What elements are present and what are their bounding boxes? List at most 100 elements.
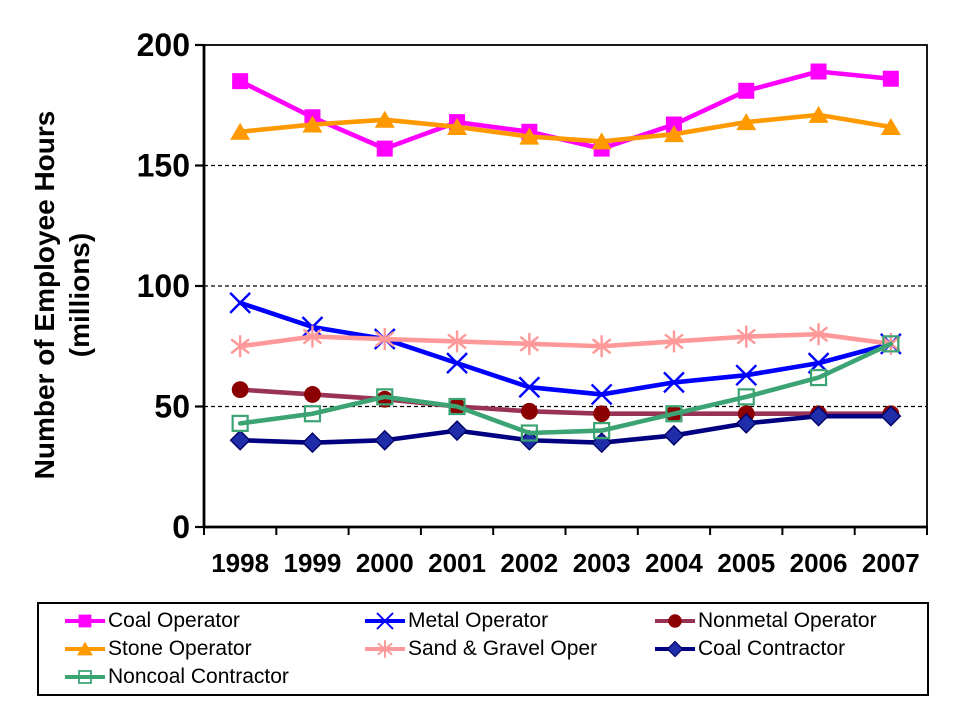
square-open-marker bbox=[809, 368, 828, 387]
legend-item-metal-operator: Metal Operator bbox=[364, 607, 548, 635]
x-marker bbox=[376, 612, 394, 630]
square-open-marker bbox=[882, 335, 900, 353]
diamond-marker bbox=[374, 429, 396, 451]
legend-key-stone-operator bbox=[65, 641, 105, 656]
x-marker bbox=[229, 292, 251, 314]
gridlines bbox=[204, 164, 927, 408]
x-tick-label: 1998 bbox=[211, 548, 269, 578]
square-marker bbox=[810, 63, 827, 80]
legend-label: Noncoal Contractor bbox=[108, 665, 289, 688]
triangle-marker bbox=[230, 122, 251, 140]
legend-item-sand-gravel-oper: Sand & Gravel Oper bbox=[364, 635, 597, 663]
series-coal-contractor bbox=[229, 405, 902, 454]
x-tick-label: 2004 bbox=[645, 548, 703, 578]
square-open-marker bbox=[737, 388, 755, 406]
x-tick-label: 2006 bbox=[790, 548, 848, 578]
triangle-marker bbox=[880, 117, 901, 135]
series-line bbox=[237, 413, 894, 445]
star-marker bbox=[736, 325, 756, 348]
circle-marker bbox=[520, 402, 538, 420]
legend-label: Sand & Gravel Oper bbox=[408, 637, 598, 660]
triangle-marker bbox=[591, 132, 612, 150]
y-tick-label: 200 bbox=[137, 27, 190, 63]
circle-marker bbox=[593, 405, 611, 423]
legend-key-coal-contractor bbox=[655, 640, 695, 658]
square-open-marker bbox=[376, 388, 394, 406]
x-tick-label: 1999 bbox=[284, 548, 342, 578]
diamond-marker bbox=[808, 405, 830, 427]
series-line bbox=[237, 331, 894, 349]
square-open-marker bbox=[520, 424, 538, 442]
triangle-marker bbox=[808, 105, 829, 123]
legend-key-metal-operator bbox=[365, 612, 405, 630]
axes: 0 50 100 150 200 1998 1999 2000 2001 2002 2003 2004… bbox=[137, 27, 928, 578]
x-tick-label: 2007 bbox=[862, 548, 920, 578]
legend-label: Coal Operator bbox=[108, 609, 240, 632]
legend-item-nonmetal-operator: Nonmetal Operator bbox=[654, 607, 877, 635]
legend-key-sand-gravel-oper bbox=[365, 640, 405, 658]
legend-label: Coal Contractor bbox=[698, 637, 846, 660]
x-marker bbox=[518, 376, 541, 399]
series-line bbox=[237, 112, 894, 144]
legend-item-noncoal-contractor: Noncoal Contractor bbox=[64, 663, 289, 691]
y-axis-title-line1: Number of Employee Hours bbox=[29, 110, 60, 480]
y-tick-label: 0 bbox=[172, 509, 190, 545]
triangle-marker bbox=[374, 110, 395, 128]
square-open-marker bbox=[231, 414, 249, 432]
y-tick-label: 100 bbox=[137, 268, 190, 304]
y-tick-label: 50 bbox=[154, 389, 190, 425]
x-tick-label: 2005 bbox=[717, 548, 775, 578]
chart-legend: Coal Operator Metal Operator Nonmetal Oper… bbox=[37, 602, 929, 696]
triangle-marker bbox=[302, 115, 323, 133]
series-stone-operator bbox=[230, 105, 901, 150]
x-marker bbox=[735, 364, 758, 387]
y-axis-title: Number of Employee Hours (millions) bbox=[27, 55, 97, 535]
series-line bbox=[237, 387, 894, 417]
square-marker bbox=[882, 70, 899, 87]
legend-item-coal-contractor: Coal Contractor bbox=[654, 635, 845, 663]
series-coal-operator bbox=[232, 63, 899, 157]
legend-key-noncoal-contractor bbox=[65, 670, 105, 684]
employee-hours-line-chart: 0 50 100 150 200 1998 1999 2000 2001 2002 2003 2004… bbox=[137, 27, 928, 578]
square-marker bbox=[376, 140, 393, 157]
diamond-marker bbox=[663, 424, 685, 446]
x-tick-label: 2003 bbox=[573, 548, 631, 578]
circle-marker bbox=[304, 386, 321, 403]
x-tick-label: 2000 bbox=[356, 548, 414, 578]
square-marker bbox=[78, 614, 92, 628]
triangle-marker bbox=[736, 113, 757, 131]
star-marker bbox=[519, 332, 540, 355]
legend-item-coal-operator: Coal Operator bbox=[64, 607, 240, 635]
star-marker bbox=[447, 330, 467, 353]
diamond-marker bbox=[229, 429, 251, 451]
x-tick-label: 2002 bbox=[500, 548, 558, 578]
circle-marker bbox=[668, 614, 682, 628]
diamond-marker bbox=[880, 405, 902, 427]
square-open-marker bbox=[593, 422, 611, 440]
series-noncoal-contractor bbox=[231, 335, 900, 442]
square-marker bbox=[232, 73, 249, 90]
triangle-marker bbox=[447, 117, 468, 135]
star-marker bbox=[664, 330, 684, 353]
legend-item-stone-operator: Stone Operator bbox=[64, 635, 252, 663]
square-marker bbox=[738, 82, 755, 99]
square-marker bbox=[665, 116, 682, 133]
x-marker bbox=[590, 383, 613, 406]
triangle-marker bbox=[663, 125, 684, 143]
star-marker bbox=[302, 325, 323, 348]
legend-label: Stone Operator bbox=[108, 637, 252, 660]
star-marker bbox=[377, 640, 393, 658]
square-open-marker bbox=[303, 405, 322, 423]
y-tick-label: 150 bbox=[137, 148, 190, 184]
legend-label: Metal Operator bbox=[408, 609, 549, 632]
series-line bbox=[237, 300, 894, 397]
legend-key-coal-operator bbox=[65, 614, 105, 628]
series-line bbox=[237, 341, 894, 436]
diamond-marker bbox=[301, 432, 323, 454]
x-marker bbox=[663, 371, 685, 394]
legend-key-nonmetal-operator bbox=[655, 614, 695, 628]
diamond-marker bbox=[735, 412, 757, 434]
x-tick-label: 2001 bbox=[428, 548, 486, 578]
diamond-marker bbox=[446, 420, 468, 442]
